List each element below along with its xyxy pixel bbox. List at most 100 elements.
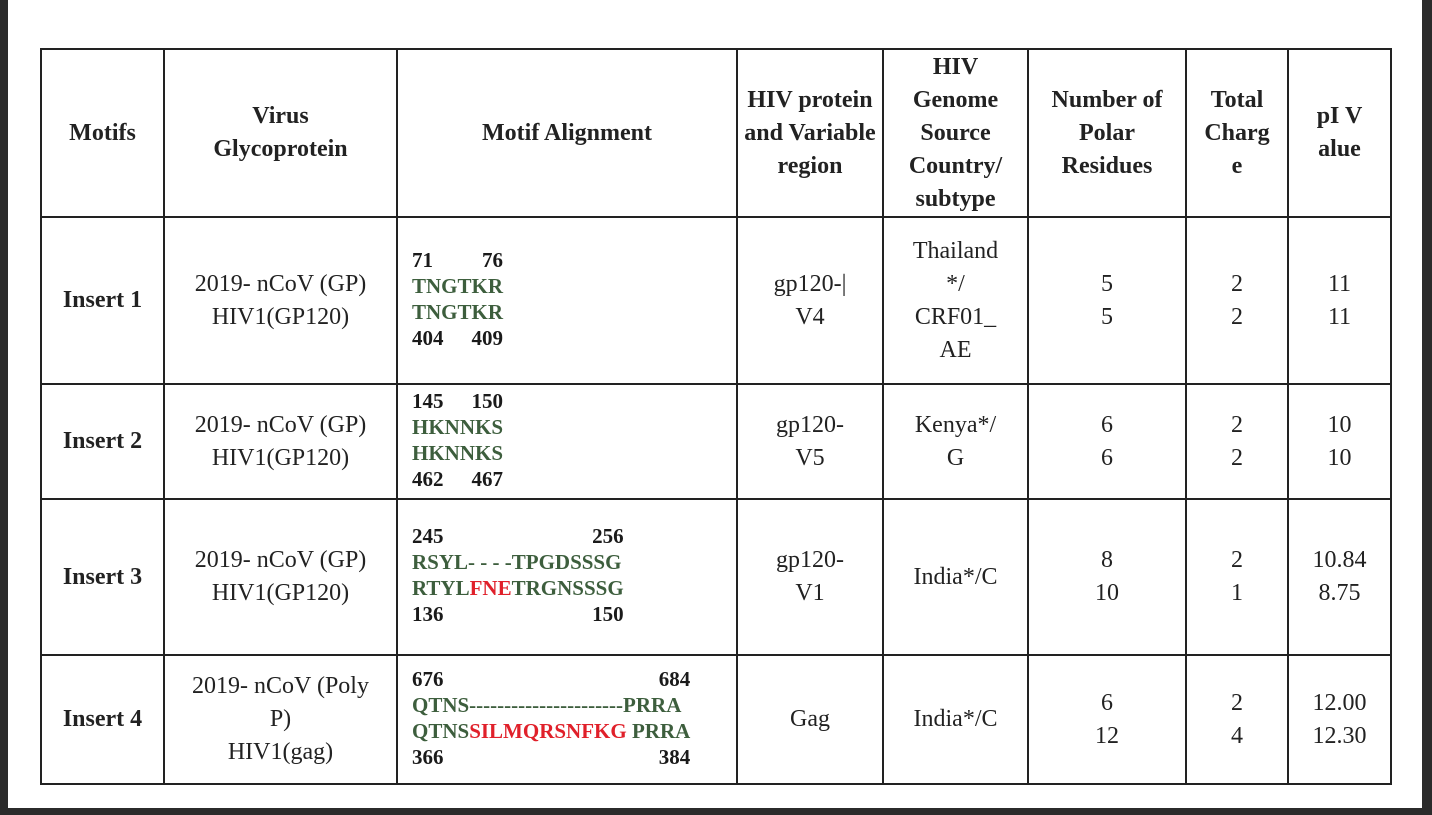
country-cell: Kenya*/ G (882, 383, 1029, 500)
glycoprotein-line: P) (269, 706, 292, 732)
position-numbers: 462 467 (412, 466, 503, 492)
start-position: 136 (412, 602, 444, 626)
motif-alignment: 145 150 HKNNKS HKNNKS 462 467 (412, 388, 503, 492)
table-row: Insert 1 2019- nCoV (GP) HIV1(GP120) 71 76 TN… (40, 216, 1392, 385)
sequence-segment: RTYL (412, 576, 470, 600)
country-line: AE (939, 336, 972, 363)
hiv-sequence: HKNNKS (412, 440, 503, 466)
position-numbers: 245 256 (412, 523, 624, 549)
start-position: 404 (412, 325, 444, 350)
position-numbers: 136 150 (412, 601, 624, 627)
header-hiv-protein: HIV protein and Variable region (736, 48, 884, 218)
pi-value: 11 (1327, 303, 1352, 330)
sequence-segment: RSYL- - - -TPGDSSSG (412, 550, 622, 574)
alignment-cell: 245 256 RSYL- - - -TPGDSSSG RTYLFNETRGNSSSG… (396, 498, 738, 656)
motif-cell: Insert 1 (40, 216, 165, 385)
start-position: 366 (412, 744, 444, 769)
table-row: Insert 4 2019- nCoV (Poly P) HIV1(gag) 676 68… (40, 654, 1392, 785)
motif-cell: Insert 2 (40, 383, 165, 500)
country-line: Thailand (912, 237, 999, 264)
motif-alignment: 676 684 QTNS----------------------PRRA QTNS… (412, 666, 690, 770)
motif-label: Insert 1 (62, 287, 143, 313)
charge-value: 2 (1231, 411, 1243, 438)
glycoprotein-cell: 2019- nCoV (Poly P) HIV1(gag) (163, 654, 398, 785)
motif-cell: Insert 4 (40, 654, 165, 785)
end-position: 467 (471, 466, 504, 491)
end-position: 409 (471, 325, 504, 350)
sequence-segment: TNGTKR (412, 273, 504, 298)
country-cell: Thailand */ CRF01_ AE (882, 216, 1029, 385)
polar-value: 6 (1101, 444, 1113, 471)
pi-cell: 11 11 (1287, 216, 1392, 385)
charge-value: 1 (1231, 580, 1243, 606)
position-numbers: 71 76 (412, 247, 503, 273)
pi-value: 12.30 (1312, 722, 1367, 749)
country-cell: India*/C (882, 654, 1029, 785)
region-line: Gag (790, 706, 830, 732)
pi-value: 12.00 (1312, 689, 1367, 716)
region-cell: Gag (736, 654, 884, 785)
sequence-segment: HKNNKS (412, 440, 504, 465)
ncov-sequence: HKNNKS (412, 414, 503, 440)
polar-value: 10 (1095, 580, 1119, 606)
polar-value: 5 (1101, 303, 1113, 330)
position-numbers: 366 384 (412, 744, 690, 770)
end-position: 384 (658, 744, 691, 769)
pi-cell: 10.84 8.75 (1287, 498, 1392, 656)
position-numbers: 145 150 (412, 388, 503, 414)
position-numbers: 404 409 (412, 325, 503, 351)
end-position: 684 (658, 666, 691, 691)
region-line: V4 (795, 303, 825, 330)
sequence-segment: TRGNSSSG (511, 576, 624, 600)
start-position: 71 (412, 247, 433, 272)
start-position: 462 (412, 466, 444, 491)
polar-value: 6 (1101, 411, 1113, 438)
region-line: V5 (795, 444, 825, 471)
charge-value: 2 (1231, 270, 1243, 297)
sequence-segment: QTNS----------------------PRRA (412, 692, 682, 717)
glycoprotein-line: HIV1(GP120) (211, 303, 350, 330)
polar-value: 8 (1101, 547, 1113, 573)
alignment-cell: 71 76 TNGTKR TNGTKR 404 409 (396, 216, 738, 385)
insertion-segment: SILMQRSNFKG (469, 718, 627, 743)
motif-label: Insert 3 (62, 563, 143, 590)
start-position: 676 (412, 666, 444, 691)
country-line: CRF01_ (914, 303, 997, 330)
pi-cell: 10 10 (1287, 383, 1392, 500)
glycoprotein-cell: 2019- nCoV (GP) HIV1(GP120) (163, 216, 398, 385)
table-row: Insert 3 2019- nCoV (GP) HIV1(GP120) 245 256… (40, 498, 1392, 656)
glycoprotein-cell: 2019- nCoV (GP) HIV1(GP120) (163, 498, 398, 656)
charge-value: 4 (1231, 722, 1243, 749)
ncov-sequence: TNGTKR (412, 273, 503, 299)
pi-value: 10 (1327, 411, 1352, 438)
motif-alignment: 245 256 RSYL- - - -TPGDSSSG RTYLFNETRGNSSSG… (412, 523, 624, 627)
insertion-segment: FNE (469, 576, 512, 600)
country-line: G (946, 444, 965, 471)
hiv-sequence: TNGTKR (412, 299, 503, 325)
pi-value: 10.84 (1312, 547, 1367, 573)
glycoprotein-line: HIV1(gag) (227, 739, 334, 765)
glycoprotein-line: HIV1(GP120) (211, 580, 350, 606)
end-position: 76 (482, 247, 504, 272)
polar-value: 6 (1101, 689, 1113, 716)
start-position: 145 (412, 388, 444, 413)
sequence-segment: HKNNKS (412, 414, 504, 439)
country-line: India*/C (913, 706, 998, 732)
header-motifs: Motifs (40, 48, 165, 218)
glycoprotein-line: 2019- nCoV (GP) (194, 547, 367, 573)
region-cell: gp120- V1 (736, 498, 884, 656)
header-total-charge: Total Charge (1185, 48, 1289, 218)
region-line: gp120- (776, 411, 844, 438)
region-line: V1 (795, 580, 825, 606)
charge-value: 2 (1231, 444, 1243, 471)
pi-cell: 12.00 12.30 (1287, 654, 1392, 785)
region-line: gp120-| (773, 270, 847, 297)
hiv-sequence: RTYLFNETRGNSSSG (412, 575, 624, 601)
pi-value: 10 (1327, 444, 1352, 471)
motif-table: Motifs Virus Glycoprotein Motif Alignmen… (40, 48, 1392, 785)
